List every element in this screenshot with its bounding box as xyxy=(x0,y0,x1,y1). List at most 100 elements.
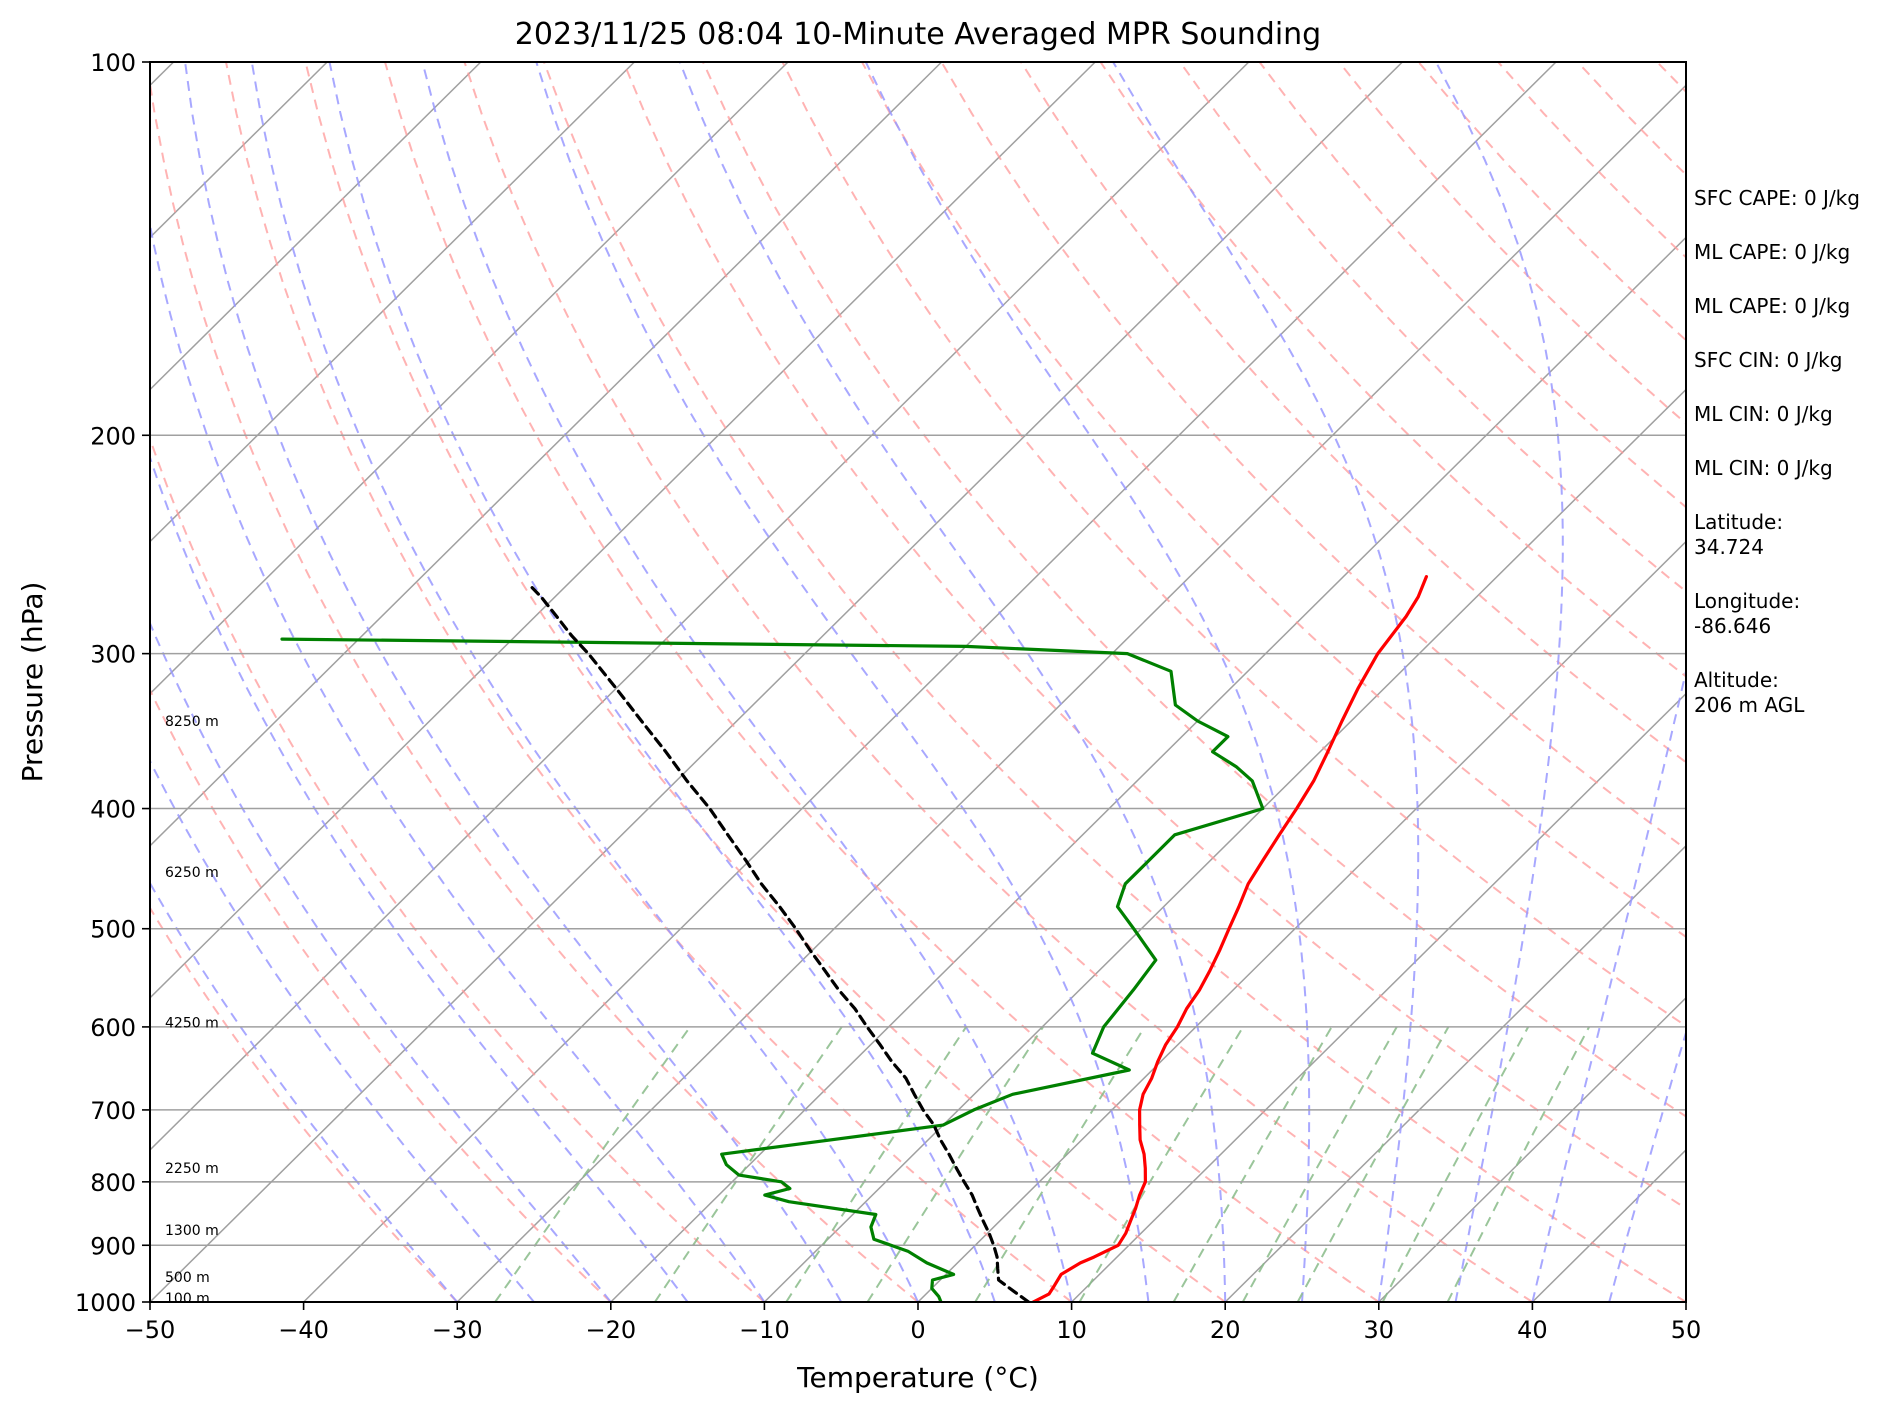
height-label: 8250 m xyxy=(165,714,219,730)
dry-adiabat-line xyxy=(1099,62,1686,678)
x-tick-label: −40 xyxy=(278,1316,329,1344)
x-tick-label: 20 xyxy=(1210,1316,1241,1344)
x-tick-label: −10 xyxy=(739,1316,790,1344)
isotherm-line xyxy=(456,84,1686,1302)
moist-adiabat-line xyxy=(535,62,1150,1302)
x-tick-label: 30 xyxy=(1364,1316,1395,1344)
isotherm-line xyxy=(150,62,635,543)
background-lines xyxy=(150,62,1686,1302)
x-tick-label: 50 xyxy=(1671,1316,1702,1344)
moist-adiabat-line xyxy=(150,758,535,1302)
longitude-value: -86.646 xyxy=(1694,614,1772,638)
isotherm-line xyxy=(763,388,1686,1302)
y-tick-label: 200 xyxy=(90,422,136,450)
isotherm-line xyxy=(1071,692,1686,1302)
mixing-ratio-line xyxy=(1446,1026,1590,1302)
moist-adiabat-line xyxy=(150,220,766,1302)
dry-adiabat-line xyxy=(622,62,1686,1210)
plot-background xyxy=(150,62,1686,1302)
height-labels: 100 m 500 m 1300 m 2250 m 4250 m 6250 m 8250 m xyxy=(165,714,219,1307)
y-tick-label: 300 xyxy=(90,641,136,669)
y-axis-label: Pressure (hPa) xyxy=(16,582,49,783)
dry-adiabat-line xyxy=(1020,62,1686,764)
moist-adiabat-line xyxy=(250,62,919,1302)
moist-adiabat-line xyxy=(150,620,612,1302)
dry-adiabat-line xyxy=(543,62,1686,1302)
sfc-cape-text: SFC CAPE: 0 J/kg xyxy=(1694,186,1860,210)
y-tick-label: 1000 xyxy=(75,1289,136,1317)
x-tick-label: −20 xyxy=(585,1316,636,1344)
moist-adiabat-line xyxy=(864,62,1311,1302)
dry-adiabat-line xyxy=(861,62,1686,939)
x-tick-label: −50 xyxy=(125,1316,176,1344)
dewpoint-trace xyxy=(280,637,1265,1302)
latitude-label: Latitude: xyxy=(1694,510,1784,534)
dry-adiabat-line xyxy=(940,62,1686,851)
chart-title: 2023/11/25 08:04 10-Minute Averaged MPR … xyxy=(515,17,1321,52)
y-tick-label: 800 xyxy=(90,1169,136,1197)
isotherm-line xyxy=(150,62,1096,999)
dry-adiabat-line xyxy=(225,62,1073,1302)
moist-adiabat-line xyxy=(421,62,1073,1302)
y-tick-label: 100 xyxy=(90,49,136,77)
dry-adiabat-line xyxy=(702,62,1686,1118)
latitude-text: Latitude: 34.724 xyxy=(1694,510,1889,560)
x-tick-label: 40 xyxy=(1517,1316,1548,1344)
dry-adiabat-line xyxy=(150,906,458,1302)
dry-adiabat-line xyxy=(1179,62,1686,593)
isotherm-line xyxy=(610,236,1686,1302)
x-tick-label: −30 xyxy=(432,1316,483,1344)
altitude-label: Altitude: xyxy=(1694,668,1779,692)
moist-adiabat-line xyxy=(678,62,1227,1302)
isotherm-line xyxy=(150,62,789,695)
isotherm-line xyxy=(1224,844,1686,1302)
x-tick-label: 0 xyxy=(910,1316,925,1344)
isotherm-line xyxy=(150,62,1250,1151)
isotherm-line xyxy=(150,62,482,391)
dry-adiabat-line xyxy=(463,62,1533,1302)
dry-adiabat-line xyxy=(384,62,1380,1302)
moist-adiabat-line xyxy=(1112,62,1420,1302)
isotherm-line xyxy=(150,62,943,847)
isotherm-line xyxy=(303,62,1557,1302)
moist-adiabat-line xyxy=(1531,666,1686,1302)
sfc-cin-text: SFC CIN: 0 J/kg xyxy=(1694,348,1843,372)
sounding-info-panel: SFC CAPE: 0 J/kg ML CAPE: 0 J/kg ML CAPE… xyxy=(1694,186,1889,747)
height-label: 1300 m xyxy=(165,1223,219,1239)
y-tick-label: 700 xyxy=(90,1097,136,1125)
latitude-value: 34.724 xyxy=(1694,535,1764,559)
sounding-series xyxy=(280,575,1428,1302)
height-label: 4250 m xyxy=(165,1015,219,1031)
y-tick-label: 500 xyxy=(90,916,136,944)
temperature-trace xyxy=(1031,575,1428,1302)
x-tick-label: 10 xyxy=(1056,1316,1087,1344)
dry-adiabat-line xyxy=(150,687,612,1302)
height-label: 2250 m xyxy=(165,1161,219,1177)
moist-adiabat-line xyxy=(1608,1029,1686,1302)
moist-adiabat-line xyxy=(328,62,996,1302)
dry-adiabat-line xyxy=(781,62,1686,1028)
y-tick-label: 600 xyxy=(90,1014,136,1042)
ml-cin-text-2: ML CIN: 0 J/kg xyxy=(1694,456,1833,480)
isotherm-line xyxy=(1378,996,1686,1302)
moist-adiabat-line xyxy=(150,454,689,1302)
y-tick-label: 900 xyxy=(90,1232,136,1260)
mixing-ratio-line xyxy=(1381,1026,1530,1302)
altitude-text: Altitude: 206 m AGL xyxy=(1694,668,1889,718)
ml-cape-text-2: ML CAPE: 0 J/kg xyxy=(1694,294,1851,318)
ml-cape-text: ML CAPE: 0 J/kg xyxy=(1694,240,1851,264)
moist-adiabat-line xyxy=(1435,62,1564,1302)
parcel-trace xyxy=(529,585,1031,1302)
dry-adiabat-line xyxy=(150,77,919,1302)
height-label: 6250 m xyxy=(165,865,219,881)
moist-adiabat-line xyxy=(184,62,843,1302)
longitude-text: Longitude: -86.646 xyxy=(1694,589,1889,639)
height-label: 500 m xyxy=(165,1270,210,1286)
ml-cin-text: ML CIN: 0 J/kg xyxy=(1694,402,1833,426)
y-tick-label: 400 xyxy=(90,796,136,824)
isotherm-line xyxy=(150,62,1403,1302)
isotherm-line xyxy=(917,540,1686,1302)
longitude-label: Longitude: xyxy=(1694,589,1801,613)
x-axis-label: Temperature (°C) xyxy=(796,1361,1039,1394)
